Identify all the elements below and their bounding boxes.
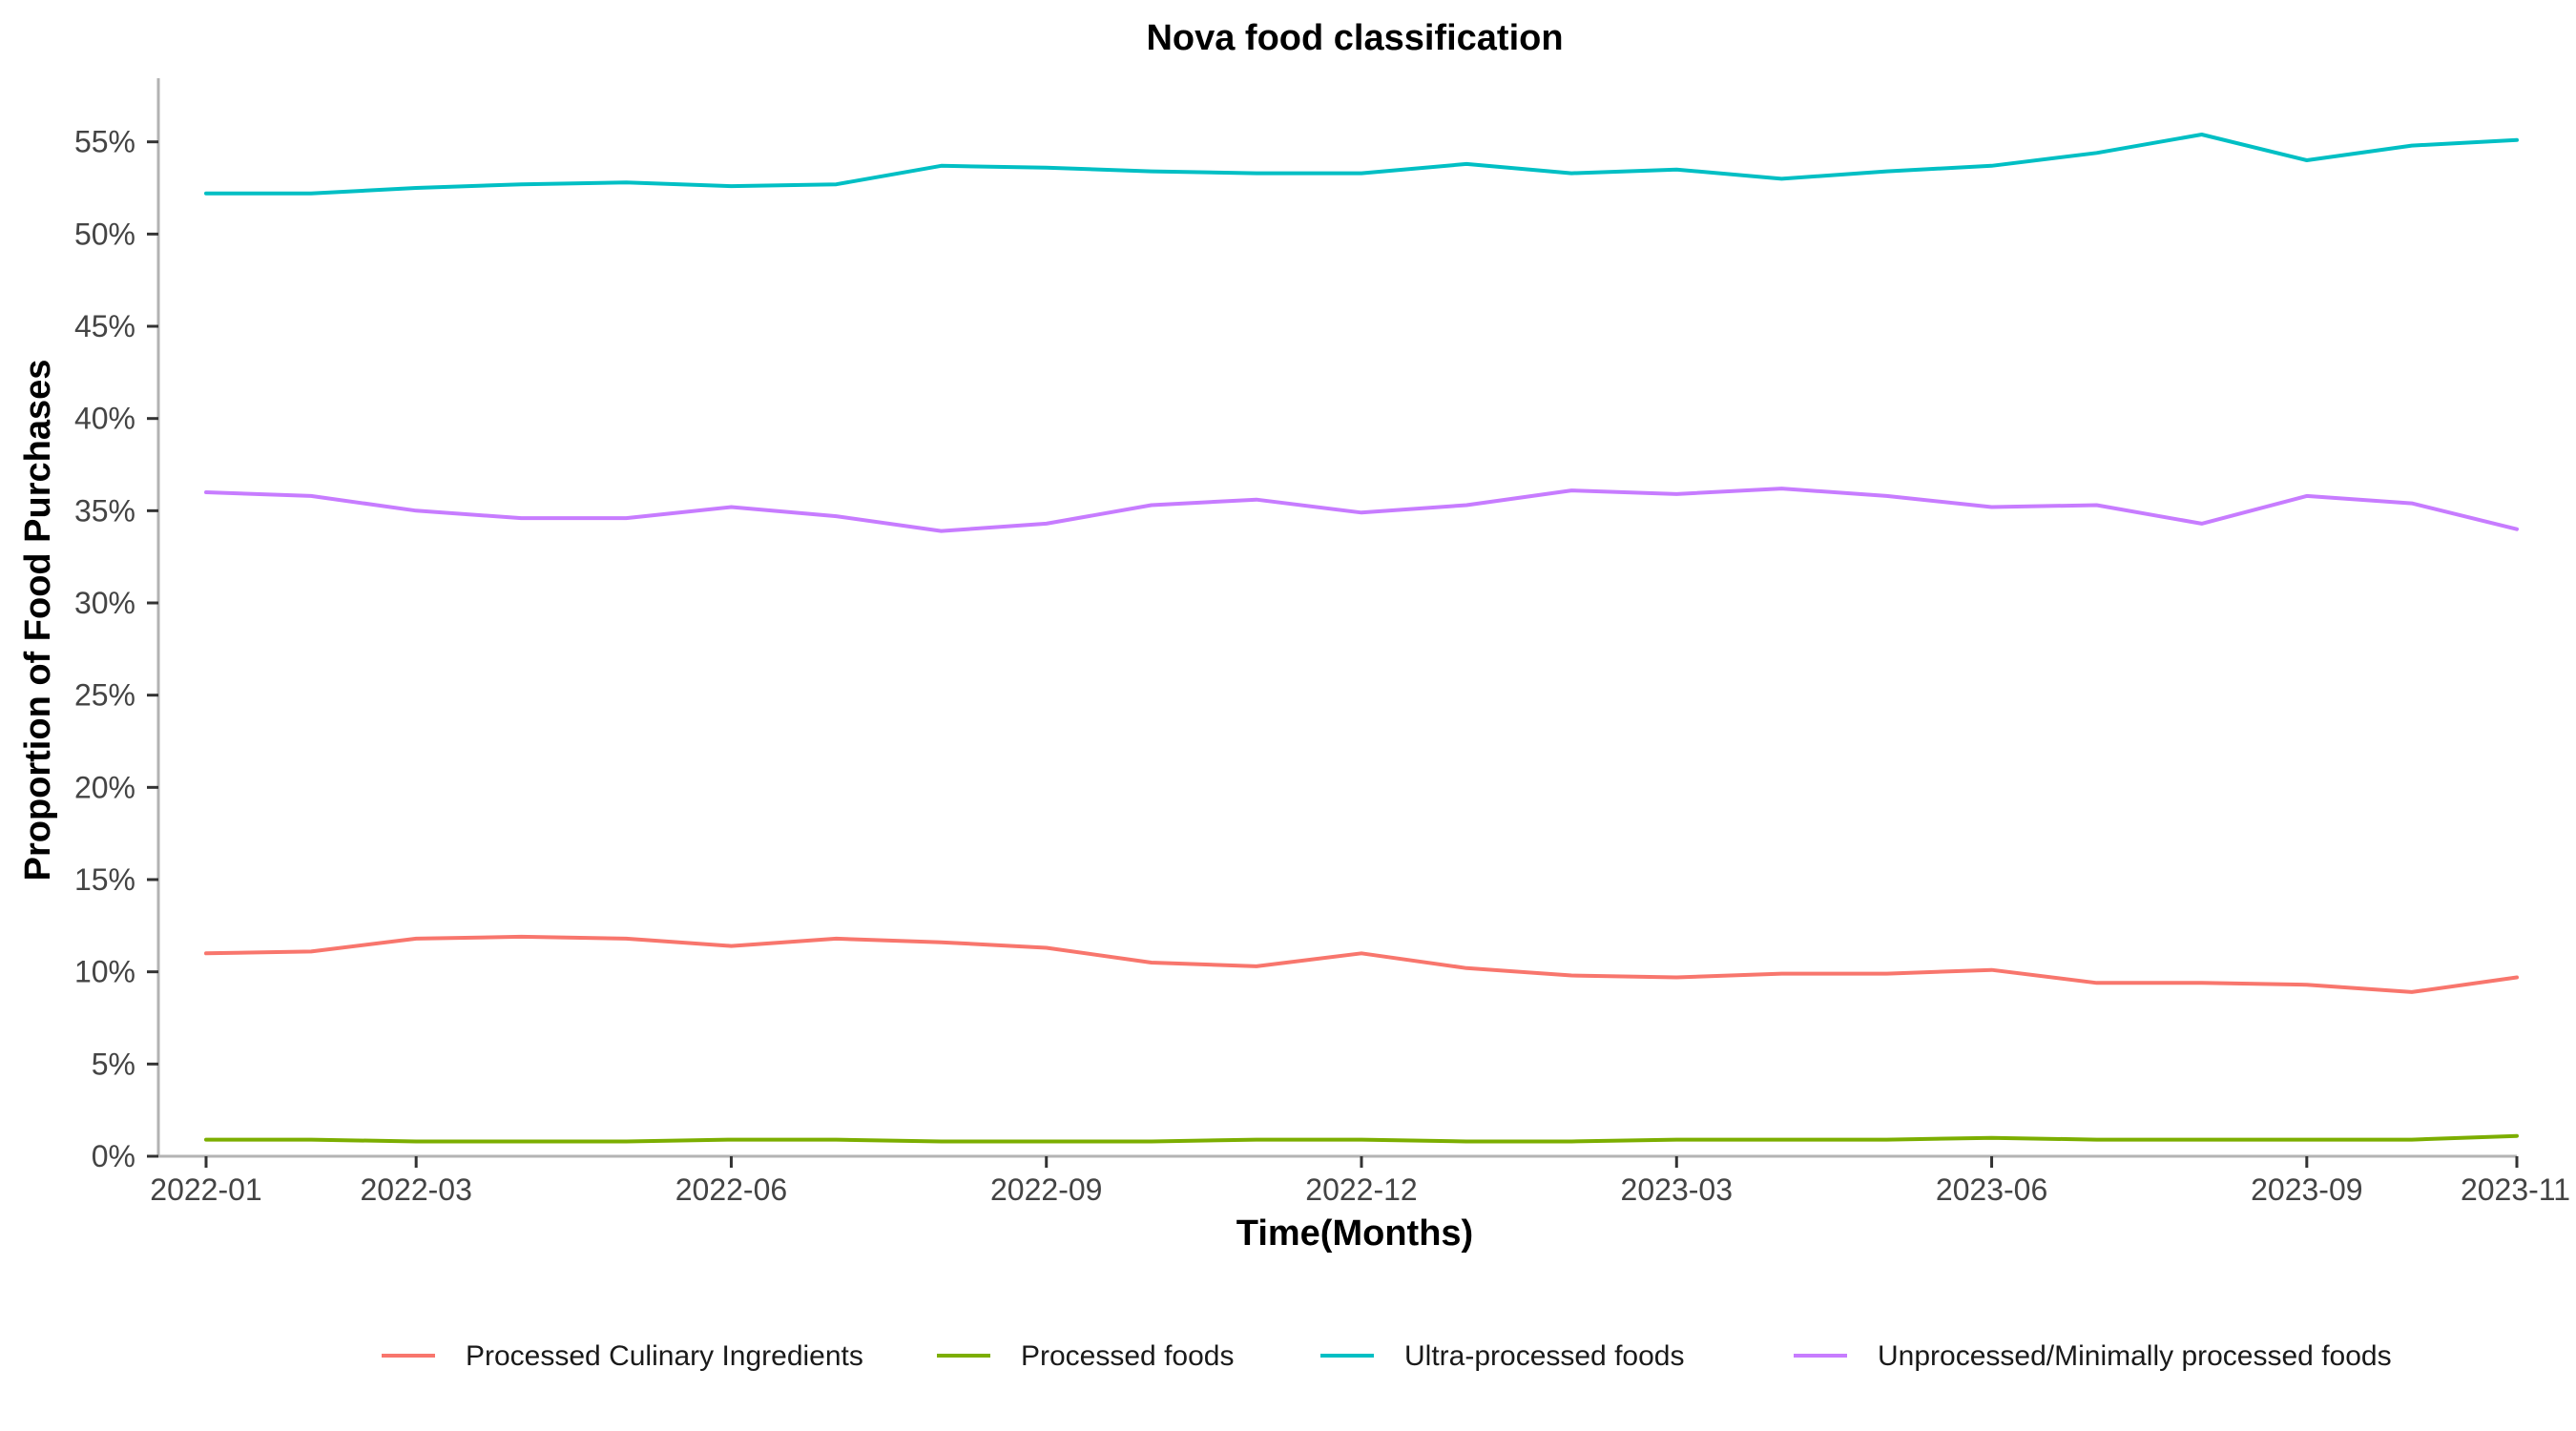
x-tick-label: 2022-06 bbox=[675, 1172, 787, 1207]
legend-label-0: Processed Culinary Ingredients bbox=[466, 1340, 863, 1372]
x-axis-title: Time(Months) bbox=[1236, 1213, 1473, 1254]
y-tick-label: 20% bbox=[74, 770, 135, 804]
x-axis: 2022-01 2022-03 2022-06 2022-09 2022-12 2023-… bbox=[150, 1156, 2570, 1207]
chart-title: Nova food classification bbox=[1146, 18, 1563, 58]
y-axis: 0% 5% 10% 15% 20% 25% 30% 35% 40% 45% 50% 55% bbox=[74, 125, 158, 1173]
series-line-1 bbox=[204, 1133, 2519, 1144]
y-tick-label: 15% bbox=[74, 862, 135, 897]
y-tick-label: 40% bbox=[74, 402, 135, 436]
y-tick-label: 35% bbox=[74, 493, 135, 528]
y-tick-label: 10% bbox=[74, 955, 135, 989]
plot-area bbox=[204, 133, 2519, 1144]
x-tick-label: 2022-03 bbox=[360, 1172, 471, 1207]
x-tick-label: 2023-09 bbox=[2251, 1172, 2362, 1207]
x-tick-label: 2023-06 bbox=[1936, 1172, 2047, 1207]
series-line-0 bbox=[204, 934, 2519, 994]
y-tick-label: 45% bbox=[74, 309, 135, 343]
legend: Processed Culinary Ingredients Processed … bbox=[382, 1340, 2392, 1372]
legend-label-1: Processed foods bbox=[1021, 1340, 1234, 1372]
y-tick-label: 5% bbox=[92, 1047, 135, 1081]
y-tick-label: 50% bbox=[74, 217, 135, 251]
y-tick-label: 30% bbox=[74, 586, 135, 620]
x-tick-label: 2023-03 bbox=[1621, 1172, 1733, 1207]
series-line-3 bbox=[204, 487, 2519, 533]
y-tick-label: 55% bbox=[74, 125, 135, 159]
y-tick-label: 25% bbox=[74, 678, 135, 713]
legend-label-2: Ultra-processed foods bbox=[1404, 1340, 1684, 1372]
legend-label-3: Unprocessed/Minimally processed foods bbox=[1878, 1340, 2392, 1372]
x-tick-label: 2023-11 bbox=[2461, 1172, 2570, 1207]
x-tick-label: 2022-09 bbox=[990, 1172, 1102, 1207]
series-line-2 bbox=[204, 133, 2519, 196]
x-tick-label: 2022-01 bbox=[150, 1172, 261, 1207]
y-tick-label: 0% bbox=[92, 1139, 135, 1173]
y-axis-title: Proportion of Food Purchases bbox=[18, 360, 58, 881]
x-tick-label: 2022-12 bbox=[1305, 1172, 1417, 1207]
